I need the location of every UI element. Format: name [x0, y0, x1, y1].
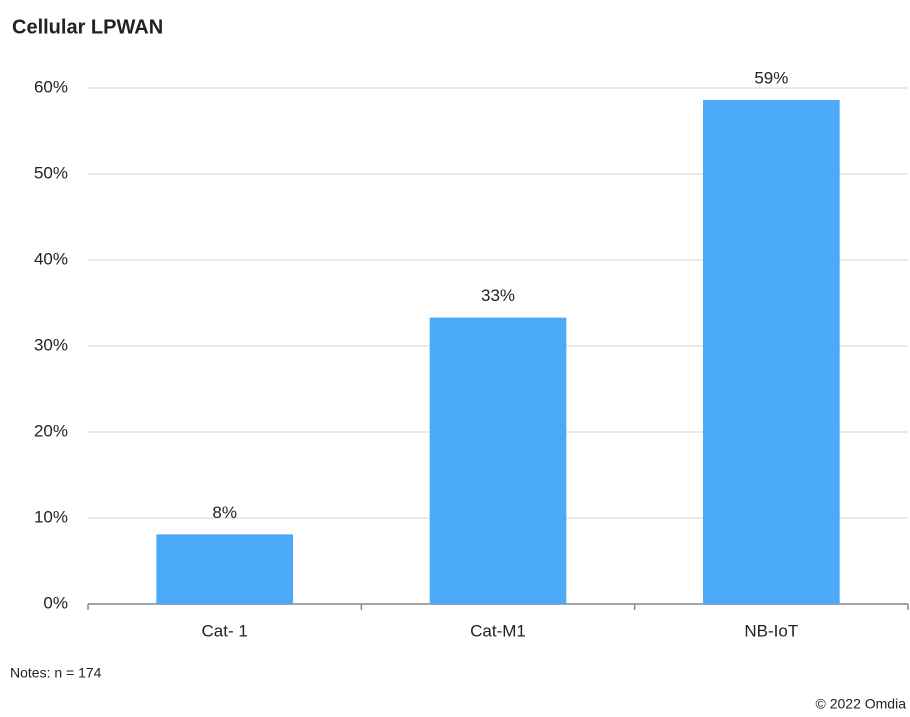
y-tick-label: 40%: [34, 249, 68, 268]
x-tick-label: NB-IoT: [744, 621, 798, 640]
bar: [703, 100, 840, 604]
x-tick-label: Cat-M1: [470, 621, 526, 640]
y-tick-label: 30%: [34, 335, 68, 354]
bar: [156, 534, 293, 604]
y-tick-label: 20%: [34, 421, 68, 440]
y-tick-label: 60%: [34, 77, 68, 96]
source: © 2022 Omdia: [816, 696, 907, 712]
y-tick-label: 10%: [34, 507, 68, 526]
chart-title: Cellular LPWAN: [12, 16, 163, 38]
notes: Notes: n = 174: [10, 665, 102, 681]
y-tick-label: 0%: [43, 593, 68, 612]
x-tick-label: Cat- 1: [202, 621, 248, 640]
bar: [429, 317, 567, 604]
y-tick-label: 50%: [34, 163, 68, 182]
value-label: 33%: [481, 286, 515, 305]
value-label: 8%: [212, 503, 237, 522]
value-label: 59%: [754, 69, 788, 88]
